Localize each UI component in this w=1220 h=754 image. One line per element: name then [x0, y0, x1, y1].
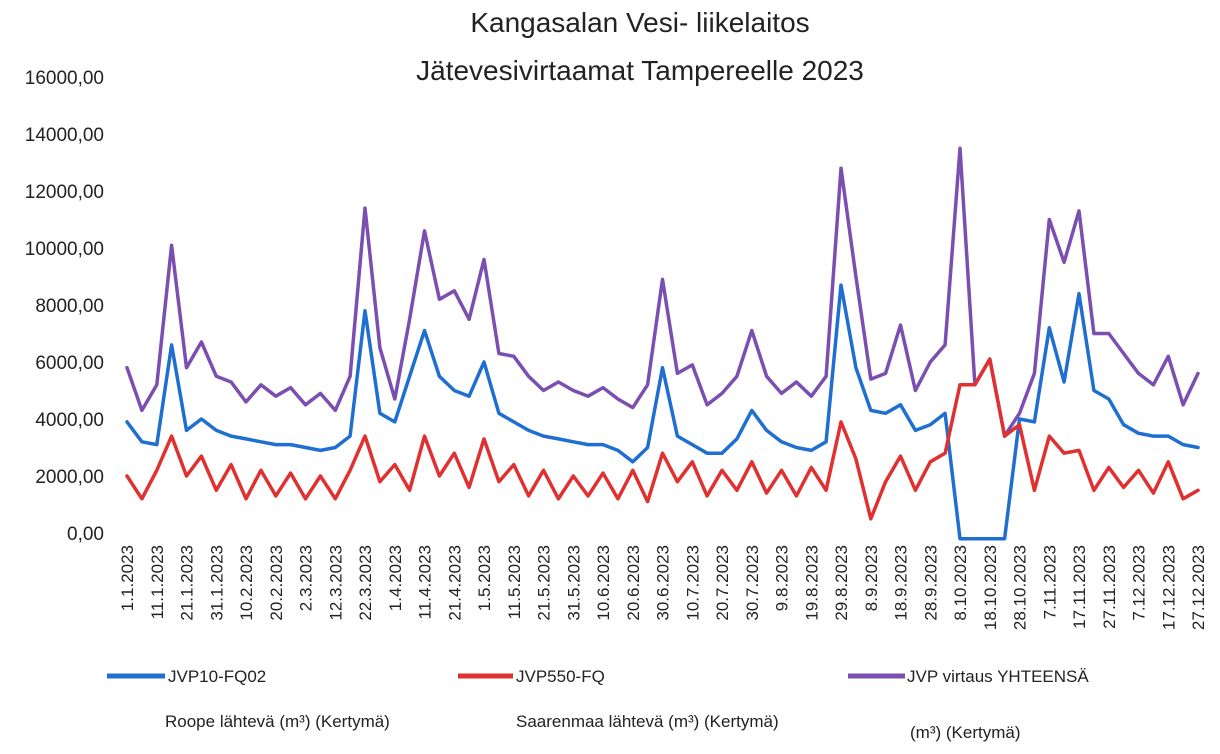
x-tick-label: 2.3.2023	[297, 545, 316, 611]
x-tick-label: 10.6.2023	[594, 545, 613, 621]
x-tick-label: 20.6.2023	[624, 545, 643, 621]
y-tick-label: 8000,00	[35, 296, 104, 317]
x-tick-label: 21.5.2023	[535, 545, 554, 621]
series-line	[125, 283, 1200, 541]
x-tick-label: 1.4.2023	[386, 545, 405, 611]
x-tick-label: 18.10.2023	[981, 545, 1000, 630]
x-tick-label: 20.7.2023	[713, 545, 732, 621]
x-tick-label: 7.11.2023	[1040, 545, 1059, 619]
y-tick-label: 6000,00	[35, 353, 104, 374]
x-tick-label: 19.8.2023	[802, 545, 821, 621]
x-tick-label: 1.1.2023	[118, 545, 137, 611]
x-tick-label: 17.12.2023	[1159, 545, 1178, 630]
x-tick-label: 18.9.2023	[892, 545, 911, 621]
x-tick-label: 31.1.2023	[207, 545, 226, 621]
x-tick-label: 31.5.2023	[564, 545, 583, 621]
x-tick-label: 8.9.2023	[862, 545, 881, 611]
x-tick-label: 10.7.2023	[683, 545, 702, 621]
x-tick-label: 8.10.2023	[951, 545, 970, 621]
x-tick-label: 11.4.2023	[416, 545, 435, 619]
x-tick-label: 30.7.2023	[743, 545, 762, 621]
chart-title: Jätevesivirtaamat Tampereelle 2023	[416, 55, 864, 86]
series-line	[125, 146, 1200, 438]
legend-note: (m³) (Kertymä)	[910, 723, 1020, 742]
legend-label: JVP550-FQ	[516, 667, 605, 686]
legend-label: JVP10-FQ02	[168, 667, 266, 686]
x-tick-label: 21.4.2023	[445, 545, 464, 621]
y-tick-label: 0,00	[67, 524, 104, 545]
y-tick-label: 4000,00	[35, 410, 104, 431]
x-tick-label: 22.3.2023	[356, 545, 375, 621]
chart-title: Kangasalan Vesi- liikelaitos	[470, 7, 809, 38]
x-tick-label: 21.1.2023	[178, 545, 197, 621]
x-tick-label: 20.2.2023	[267, 545, 286, 621]
x-tick-label: 30.6.2023	[654, 545, 673, 621]
x-tick-label: 29.8.2023	[832, 545, 851, 621]
y-tick-label: 2000,00	[35, 467, 104, 488]
y-tick-label: 12000,00	[25, 182, 104, 203]
x-tick-label: 27.12.2023	[1189, 545, 1208, 630]
x-tick-label: 1.5.2023	[475, 545, 494, 611]
x-tick-label: 27.11.2023	[1100, 545, 1119, 629]
x-tick-label: 11.5.2023	[505, 545, 524, 619]
x-tick-label: 11.1.2023	[148, 545, 167, 619]
series-line	[125, 357, 1200, 521]
x-tick-label: 9.8.2023	[773, 545, 792, 611]
y-tick-label: 14000,00	[25, 125, 104, 146]
x-tick-label: 28.9.2023	[921, 545, 940, 621]
x-tick-label: 12.3.2023	[326, 545, 345, 621]
x-tick-label: 28.10.2023	[1011, 545, 1030, 630]
y-tick-label: 10000,00	[25, 239, 104, 260]
legend-note: Saarenmaa lähtevä (m³) (Kertymä)	[516, 712, 779, 731]
x-tick-label: 7.12.2023	[1130, 545, 1149, 621]
x-tick-label: 10.2.2023	[237, 545, 256, 621]
legend-label: JVP virtaus YHTEENSÄ	[907, 667, 1089, 686]
legend-note: Roope lähtevä (m³) (Kertymä)	[165, 712, 390, 731]
y-tick-label: 16000,00	[25, 68, 104, 89]
x-tick-label: 17.11.2023	[1070, 545, 1089, 629]
